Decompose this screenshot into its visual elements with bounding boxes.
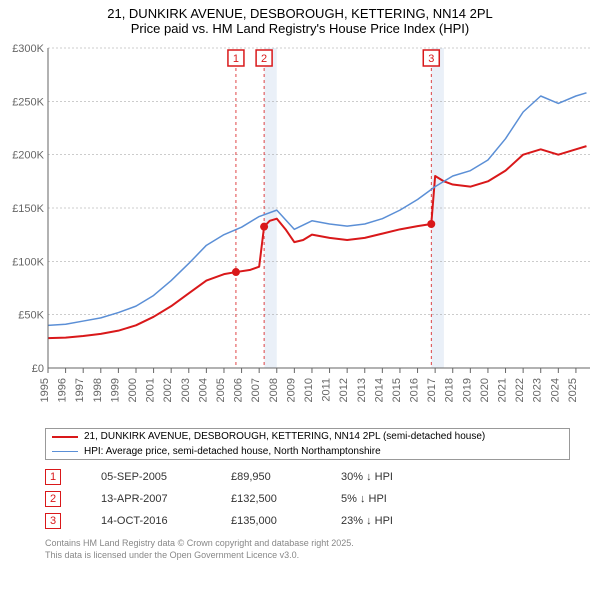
chart-area: £0 £50K £100K £150K £200K £250K £300K 1995 1996 1…: [0, 38, 600, 426]
sales-table: 1 05-SEP-2005 £89,950 30% ↓ HPI 2 13-APR-2007…: [45, 466, 570, 532]
svg-text:2001: 2001: [145, 378, 157, 402]
svg-text:2: 2: [261, 53, 267, 65]
svg-text:2011: 2011: [321, 378, 333, 402]
sales-row: 2 13-APR-2007 £132,500 5% ↓ HPI: [45, 488, 570, 510]
svg-text:2003: 2003: [180, 378, 192, 402]
sale-date: 14-OCT-2016: [101, 515, 191, 527]
footer-attribution: Contains HM Land Registry data © Crown c…: [45, 538, 570, 561]
svg-text:£200K: £200K: [12, 150, 44, 162]
legend-label: 21, DUNKIRK AVENUE, DESBOROUGH, KETTERIN…: [84, 431, 485, 442]
svg-text:£300K: £300K: [12, 43, 44, 55]
svg-text:£0: £0: [32, 363, 44, 375]
svg-text:2020: 2020: [479, 378, 491, 402]
legend-row: 21, DUNKIRK AVENUE, DESBOROUGH, KETTERIN…: [46, 429, 569, 444]
footer-line-2: This data is licensed under the Open Gov…: [45, 550, 570, 562]
svg-text:£250K: £250K: [12, 96, 44, 108]
sale-date: 13-APR-2007: [101, 493, 191, 505]
svg-text:1995: 1995: [39, 378, 51, 402]
legend-row: HPI: Average price, semi-detached house,…: [46, 444, 569, 459]
svg-text:2013: 2013: [356, 378, 368, 402]
svg-text:2015: 2015: [391, 378, 403, 402]
svg-text:2024: 2024: [549, 378, 561, 402]
svg-text:2023: 2023: [532, 378, 544, 402]
legend-label: HPI: Average price, semi-detached house,…: [84, 446, 381, 457]
sale-price: £89,950: [231, 471, 301, 483]
sale-delta: 23% ↓ HPI: [341, 515, 431, 527]
svg-text:3: 3: [428, 53, 434, 65]
svg-text:2018: 2018: [444, 378, 456, 402]
svg-text:2004: 2004: [197, 378, 209, 402]
svg-text:2022: 2022: [514, 378, 526, 402]
svg-text:2016: 2016: [409, 378, 421, 402]
title-line-2: Price paid vs. HM Land Registry's House …: [10, 21, 590, 36]
svg-text:1997: 1997: [74, 378, 86, 402]
sale-price: £135,000: [231, 515, 301, 527]
svg-text:1: 1: [233, 53, 239, 65]
svg-text:2006: 2006: [233, 378, 245, 402]
svg-text:2021: 2021: [497, 378, 509, 402]
sales-row: 1 05-SEP-2005 £89,950 30% ↓ HPI: [45, 466, 570, 488]
svg-text:2002: 2002: [162, 378, 174, 402]
svg-text:£150K: £150K: [12, 203, 44, 215]
svg-text:2012: 2012: [338, 378, 350, 402]
svg-text:2025: 2025: [567, 378, 579, 402]
svg-text:2000: 2000: [127, 378, 139, 402]
chart-title-block: 21, DUNKIRK AVENUE, DESBOROUGH, KETTERIN…: [0, 0, 600, 38]
sale-delta: 5% ↓ HPI: [341, 493, 431, 505]
svg-text:1999: 1999: [109, 378, 121, 402]
svg-text:2017: 2017: [426, 378, 438, 402]
sale-marker-box: 1: [45, 469, 61, 485]
sale-date: 05-SEP-2005: [101, 471, 191, 483]
sale-marker-box: 2: [45, 491, 61, 507]
svg-text:1998: 1998: [92, 378, 104, 402]
legend-swatch: [52, 436, 78, 438]
svg-text:2014: 2014: [373, 378, 385, 402]
sale-marker-box: 3: [45, 513, 61, 529]
svg-text:1996: 1996: [57, 378, 69, 402]
svg-text:2007: 2007: [250, 378, 262, 402]
svg-text:2008: 2008: [268, 378, 280, 402]
svg-text:2019: 2019: [461, 378, 473, 402]
legend-swatch: [52, 451, 78, 452]
sales-row: 3 14-OCT-2016 £135,000 23% ↓ HPI: [45, 510, 570, 532]
svg-text:£100K: £100K: [12, 256, 44, 268]
svg-text:2010: 2010: [303, 378, 315, 402]
footer-line-1: Contains HM Land Registry data © Crown c…: [45, 538, 570, 550]
sale-price: £132,500: [231, 493, 301, 505]
title-line-1: 21, DUNKIRK AVENUE, DESBOROUGH, KETTERIN…: [10, 6, 590, 21]
svg-text:2009: 2009: [285, 378, 297, 402]
chart-svg: £0 £50K £100K £150K £200K £250K £300K 1995 1996 1…: [0, 38, 600, 426]
svg-text:£50K: £50K: [18, 310, 44, 322]
svg-text:2005: 2005: [215, 378, 227, 402]
sale-delta: 30% ↓ HPI: [341, 471, 431, 483]
legend: 21, DUNKIRK AVENUE, DESBOROUGH, KETTERIN…: [45, 428, 570, 460]
